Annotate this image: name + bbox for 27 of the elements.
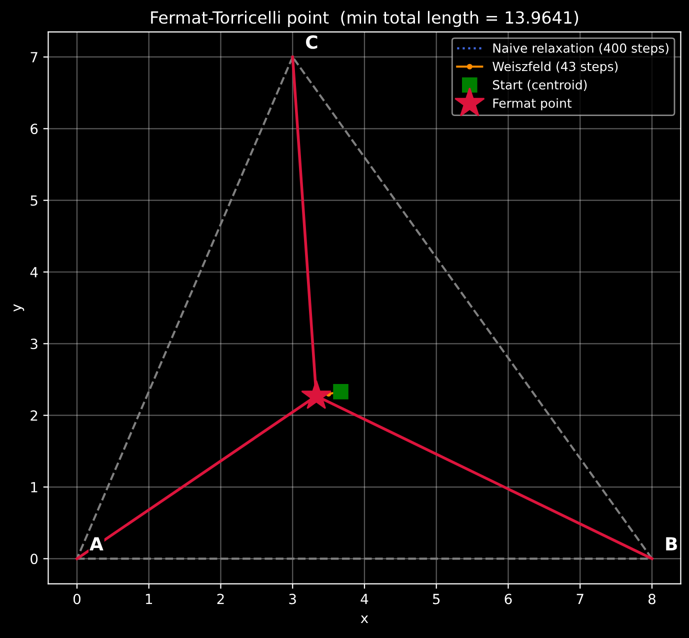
x-tick-label: 7 [576, 594, 584, 604]
x-tick-label: 1 [146, 594, 152, 604]
chart-title: Fermat-Torricelli point (min total length = 13.9641) [151, 10, 578, 28]
annotation: B [666, 537, 677, 550]
x-axis-title: x [360, 615, 368, 624]
y-tick-label: 1 [31, 482, 38, 492]
x-tick-label: 2 [217, 594, 224, 604]
y-tick-label: 6 [30, 124, 38, 134]
x-tick-label: 6 [504, 594, 512, 604]
y-tick-label: 4 [30, 267, 38, 278]
x-tick-label: 5 [433, 594, 440, 604]
legend-label: Weiszfeld (43 steps) [492, 62, 618, 74]
x-tick-label: 3 [289, 594, 296, 604]
x-tick-label: 0 [73, 594, 80, 604]
x-tick-label: 8 [648, 594, 656, 604]
annotation: C [306, 35, 318, 49]
annotation: A [90, 537, 104, 550]
legend-label: Naive relaxation (400 steps) [493, 43, 668, 56]
y-tick-label: 7 [30, 52, 38, 62]
y-tick-label: 5 [30, 195, 38, 206]
y-axis-title: y [14, 304, 24, 312]
y-tick-label: 3 [30, 338, 38, 350]
legend-label: Start (centroid) [492, 80, 587, 91]
legend-label: Fermat point [493, 98, 572, 110]
y-tick-label: 0 [30, 554, 38, 564]
y-tick-label: 2 [30, 410, 38, 421]
x-tick-label: 4 [360, 594, 368, 604]
